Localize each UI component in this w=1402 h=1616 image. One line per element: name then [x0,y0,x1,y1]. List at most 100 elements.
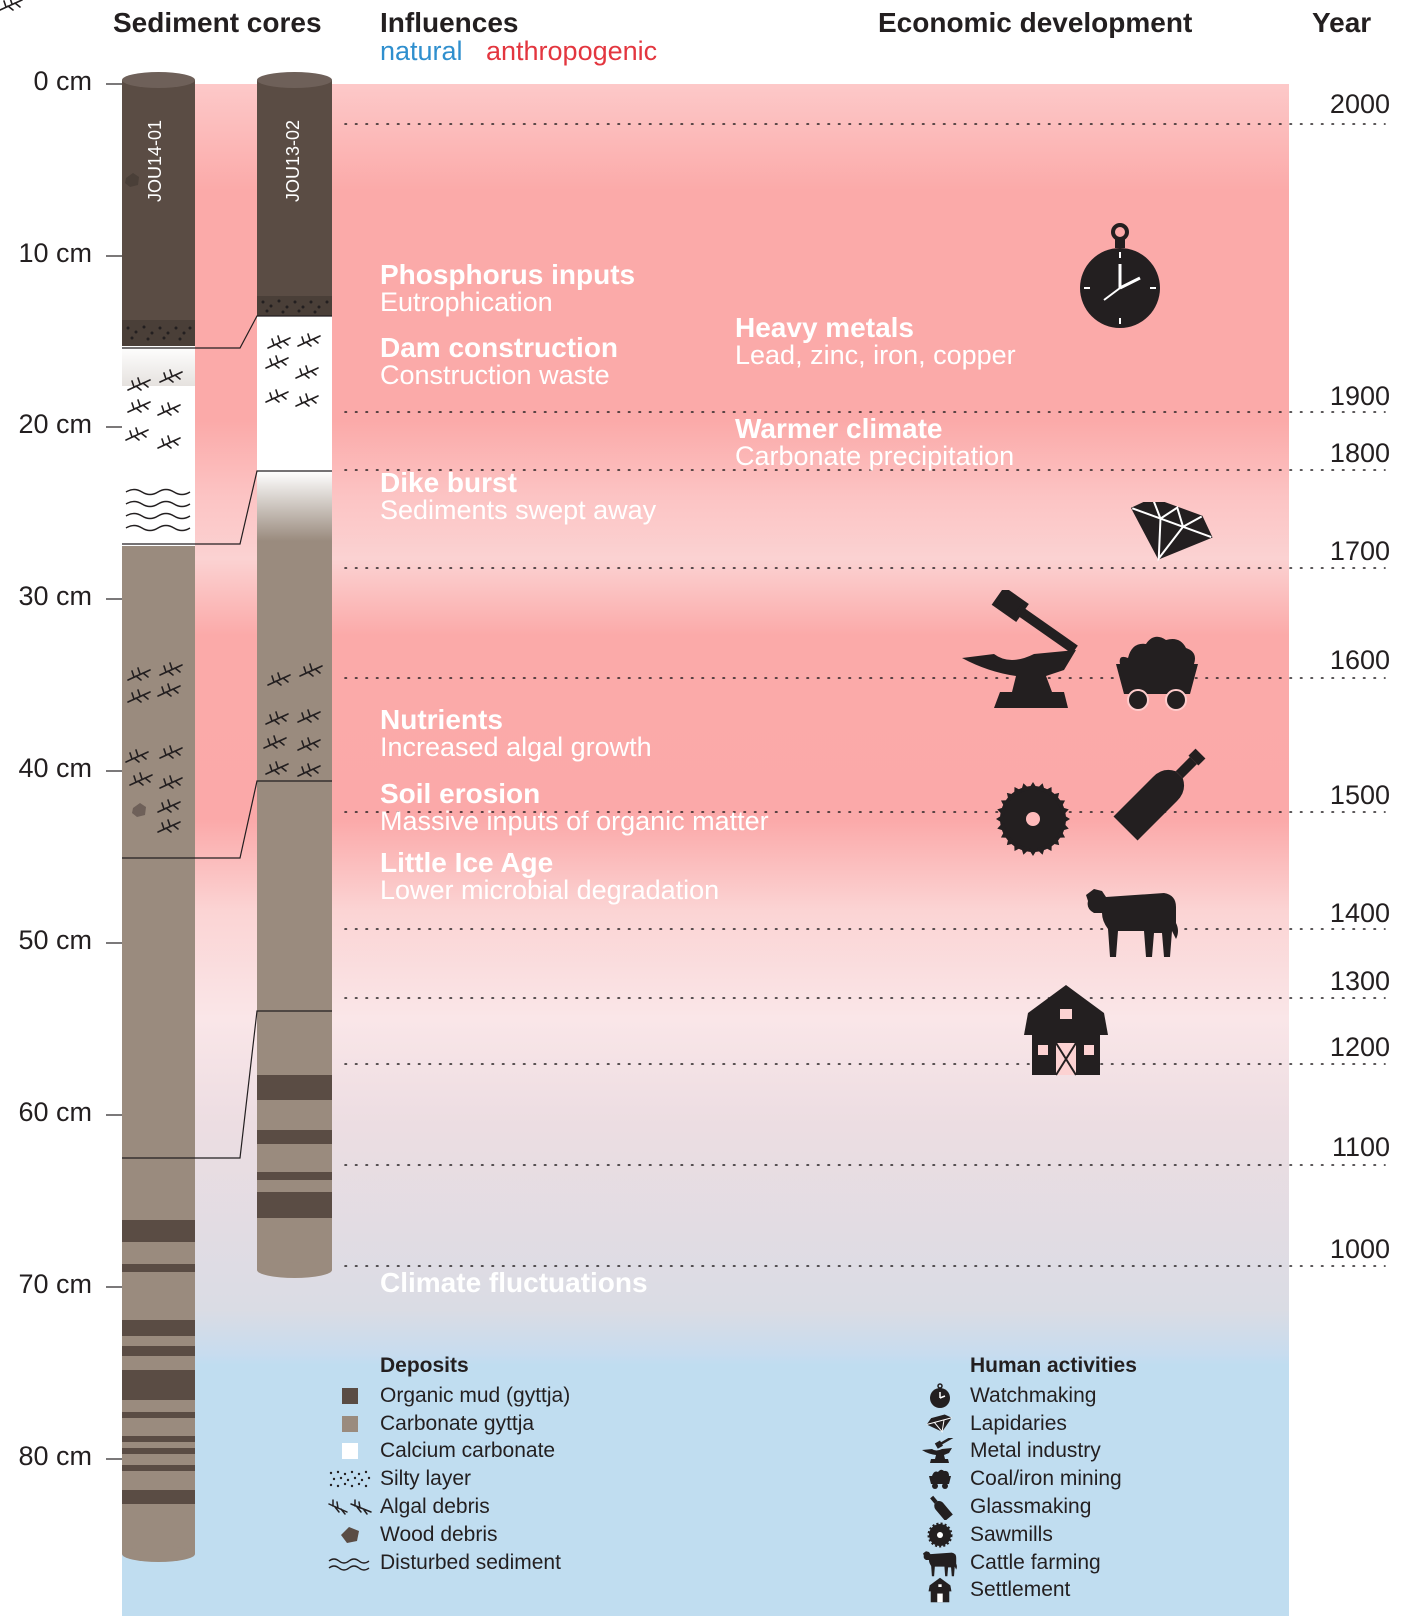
depth-label: 60 cm [18,1097,92,1127]
legend-label: Wood debris [380,1522,498,1546]
influence-desc: Lead, zinc, iron, copper [735,340,1016,370]
legend-label: Disturbed sediment [380,1550,561,1574]
influence-title: Soil erosion [380,778,541,809]
influence-dam: Dam construction Construction waste [380,333,618,389]
header-economic-development: Economic development [878,7,1193,38]
silty-layer-marks [126,299,329,341]
anvil-hammer-icon [910,1438,970,1464]
influence-desc: Sediments swept away [380,495,657,525]
legend-human-activities: Human activities Watchmaking Lapidaries … [910,1354,1137,1604]
legend-label: Silty layer [380,1467,472,1491]
influence-title: Phosphorus inputs [380,259,636,290]
disturbed-sediment-marks [125,488,191,532]
legend-item: Calcium carbonate [320,1438,570,1466]
legend-item: Settlement [910,1577,1137,1605]
core-jou14-01 [122,72,195,1562]
influence-title: Little Ice Age [380,847,554,878]
gem-icon [1130,502,1213,562]
year-label: 1600 [1329,645,1390,675]
influence-phosphorus: Phosphorus inputs Eutrophication [380,260,635,316]
legend-item: Algal debris [320,1493,570,1521]
header-sediment-cores: Sediment cores [113,7,322,38]
legend-label: Calcium carbonate [380,1439,556,1463]
influence-dike-burst: Dike burst Sediments swept away [380,468,656,524]
header-year: Year [1312,7,1372,38]
wood-debris-marks [125,173,146,817]
influence-desc: Eutrophication [380,287,553,317]
legend-label: Metal industry [970,1439,1101,1463]
legend-item: Metal industry [910,1438,1137,1466]
influence-warmer-climate: Warmer climate Carbonate precipitation [735,414,1014,470]
wood-debris-icon [320,1523,380,1547]
depth-label: 50 cm [18,925,92,955]
barn-icon [1024,985,1108,1076]
legend-item: Watchmaking [910,1382,1137,1410]
depth-label: 80 cm [18,1441,92,1471]
influence-heavy-metals: Heavy metals Lead, zinc, iron, copper [735,313,1016,369]
coal-cart-icon [910,1467,970,1491]
core-correlation-lines [122,315,332,1159]
core-label-jou14-01: JOU14-01 [145,119,165,203]
year-label: 1300 [1329,966,1390,996]
header-influences: Influences [380,7,519,38]
depth-label: 10 cm [18,238,92,268]
depth-label: 20 cm [18,409,92,439]
carbonate-gyttja-swatch [320,1412,380,1436]
core-label-jou13-02: JOU13-02 [283,119,303,203]
saw-blade-icon [995,781,1071,857]
saw-blade-icon [910,1522,970,1548]
legend-item: Cattle farming [910,1549,1137,1577]
legend-label: Settlement [970,1578,1071,1602]
legend-natural: natural [380,36,463,66]
legend-anthropogenic: anthropogenic [486,36,658,66]
organic-mud-swatch [320,1384,380,1408]
cow-icon [910,1550,970,1576]
influence-title: Nutrients [380,704,503,735]
silty-layer-icon [320,1467,380,1491]
bottle-icon [1113,748,1206,841]
influence-nutrients: Nutrients Increased algal growth [380,705,652,761]
influence-title: Dam construction [380,332,619,363]
bottle-icon [910,1495,970,1521]
year-label: 1400 [1329,898,1390,928]
gem-icon [910,1412,970,1436]
year-label: 1100 [1331,1132,1390,1162]
legend-label: Algal debris [380,1495,490,1519]
influence-title: Heavy metals [735,312,915,343]
cow-icon [1086,889,1178,957]
year-label: 1500 [1329,780,1390,810]
legend-label: Organic mud (gyttja) [380,1383,571,1407]
influence-title: Warmer climate [735,413,943,444]
legend-label: Lapidaries [970,1411,1067,1435]
influence-desc: Massive inputs of organic matter [380,806,769,836]
barn-icon [910,1578,970,1603]
legend-label: Carbonate gyttja [380,1411,535,1435]
legend-item: Sawmills [910,1521,1137,1549]
year-label: 1700 [1329,536,1390,566]
influence-little-ice-age: Little Ice Age Lower microbial degradati… [380,848,719,904]
depth-ticks [106,83,122,1460]
legend-item: Disturbed sediment [320,1549,570,1577]
depth-label: 0 cm [33,66,92,96]
legend-label: Coal/iron mining [970,1467,1122,1491]
depth-label: 70 cm [18,1269,92,1299]
legend-label: Watchmaking [970,1383,1097,1407]
legend-deposits-title: Deposits [380,1354,469,1377]
legend-item: Glassmaking [910,1493,1137,1521]
calcium-carbonate-swatch [320,1439,380,1463]
anvil-hammer-icon [962,590,1078,708]
influence-title: Climate fluctuations [380,1267,648,1298]
year-label: 2000 [1329,89,1390,119]
algal-debris-marks [0,0,323,833]
legend-item: Coal/iron mining [910,1465,1137,1493]
depth-label: 40 cm [18,753,92,783]
influence-desc: Construction waste [380,360,610,390]
pocket-watch-icon [910,1383,970,1408]
legend-item: Silty layer [320,1465,570,1493]
legend-label: Glassmaking [970,1495,1092,1519]
core-jou13-02 [257,72,332,1278]
influence-soil-erosion: Soil erosion Massive inputs of organic m… [380,779,769,835]
pocket-watch-icon [1080,223,1160,328]
year-label: 1000 [1329,1234,1390,1264]
